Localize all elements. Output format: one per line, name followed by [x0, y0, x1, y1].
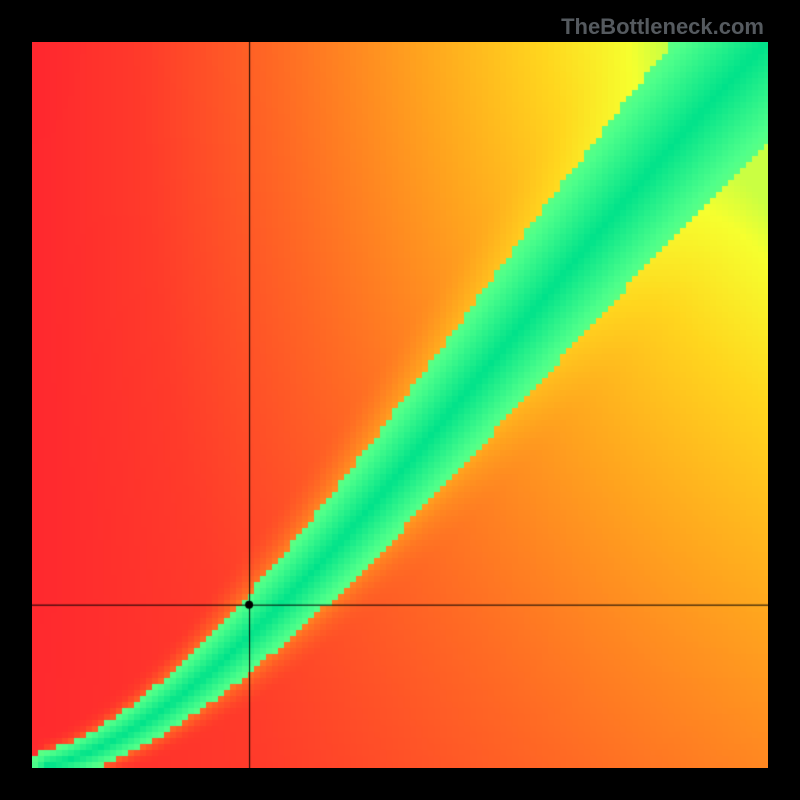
- chart-root: TheBottleneck.com: [0, 0, 800, 800]
- bottleneck-heatmap: [32, 42, 768, 768]
- watermark-text: TheBottleneck.com: [561, 14, 764, 40]
